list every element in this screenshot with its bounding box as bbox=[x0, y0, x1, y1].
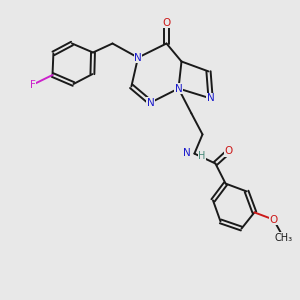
Text: N: N bbox=[134, 52, 142, 63]
Text: N: N bbox=[183, 148, 191, 158]
Text: F: F bbox=[30, 80, 36, 90]
Text: N: N bbox=[175, 83, 182, 94]
Text: O: O bbox=[224, 146, 233, 157]
Text: O: O bbox=[269, 214, 278, 225]
Text: N: N bbox=[147, 98, 154, 108]
Text: H: H bbox=[198, 151, 206, 161]
Text: N: N bbox=[207, 93, 214, 103]
Text: CH₃: CH₃ bbox=[274, 232, 292, 243]
Text: O: O bbox=[162, 17, 171, 28]
